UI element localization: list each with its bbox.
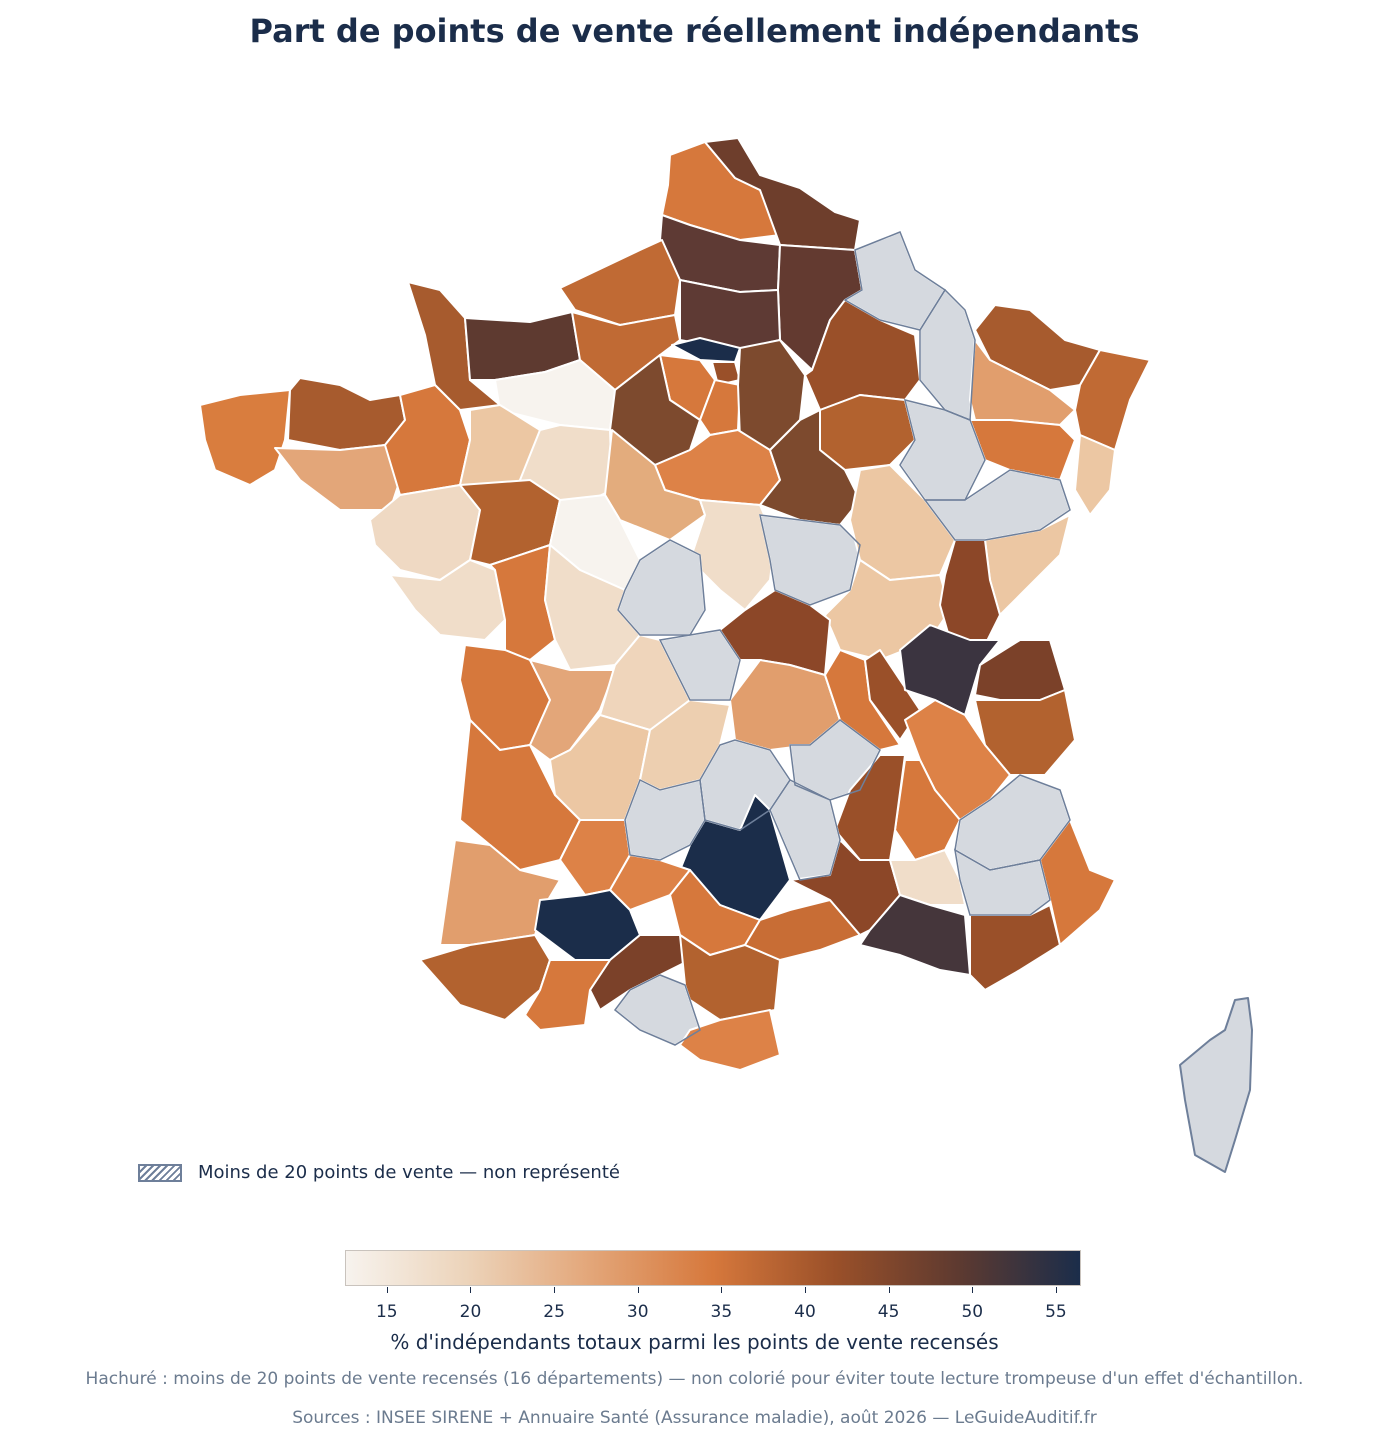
sources: Sources : INSEE SIRENE + Annuaire Santé … xyxy=(292,1408,1097,1428)
dept-bas-rhin xyxy=(1074,349,1151,451)
colorbar xyxy=(345,1250,1081,1286)
dept-cotes-d-armor xyxy=(287,377,406,451)
colorbar-tick-label: 30 xyxy=(626,1302,649,1322)
dept-drome xyxy=(894,759,961,861)
colorbar-tick-mark xyxy=(721,1287,723,1293)
hatch-legend-label: Moins de 20 points de vente — non représ… xyxy=(198,1162,620,1183)
hatch-legend: Moins de 20 points de vente — non représ… xyxy=(138,1162,620,1183)
dept-meurthe-et-moselle xyxy=(969,339,1076,426)
colorbar-tick-label: 35 xyxy=(710,1302,733,1322)
colorbar-tick-label: 15 xyxy=(375,1302,398,1322)
dept-aube xyxy=(819,394,916,471)
colorbar-tick-mark xyxy=(888,1287,890,1293)
dept-finistere xyxy=(199,389,291,486)
dept-var xyxy=(969,904,1061,991)
dept-vosges xyxy=(969,419,1076,481)
dept-val-d-oise xyxy=(671,337,741,363)
dept-haut-rhin xyxy=(1074,434,1116,516)
colorbar-tick-label: 50 xyxy=(961,1302,984,1322)
hatch-swatch-icon xyxy=(138,1163,182,1182)
dept-pyrenees-orientales xyxy=(679,1009,781,1071)
dept-hautes-pyrenees xyxy=(524,959,611,1031)
colorbar-tick-label: 45 xyxy=(877,1302,900,1322)
footnote: Hachuré : moins de 20 points de vente re… xyxy=(85,1369,1304,1389)
colorbar-tick-label: 55 xyxy=(1045,1302,1067,1322)
france-choropleth-map xyxy=(199,137,1253,1173)
dept-corse xyxy=(1179,997,1253,1173)
dept-seine-maritime xyxy=(559,239,681,326)
colorbar-tick-label: 40 xyxy=(794,1302,816,1322)
colorbar-tick-label: 20 xyxy=(459,1302,482,1322)
colorbar-tick-mark xyxy=(470,1287,472,1293)
dept-alpes-maritimes xyxy=(1039,819,1116,946)
colorbar-tick-mark xyxy=(386,1287,388,1293)
map-title: Part de points de vente réellement indép… xyxy=(249,12,1140,50)
colorbar-tick-mark xyxy=(637,1287,639,1293)
colorbar-tick-mark xyxy=(1055,1287,1057,1293)
colorbar-tick-mark xyxy=(972,1287,974,1293)
colorbar-tick-mark xyxy=(554,1287,556,1293)
dept-allier xyxy=(719,589,831,676)
colorbar-label: % d'indépendants totaux parmi les points… xyxy=(390,1330,999,1354)
dept-morbihan xyxy=(274,444,401,511)
colorbar-tick-label: 25 xyxy=(543,1302,565,1322)
dept-nord xyxy=(704,137,861,251)
colorbar-tick-mark xyxy=(805,1287,806,1293)
